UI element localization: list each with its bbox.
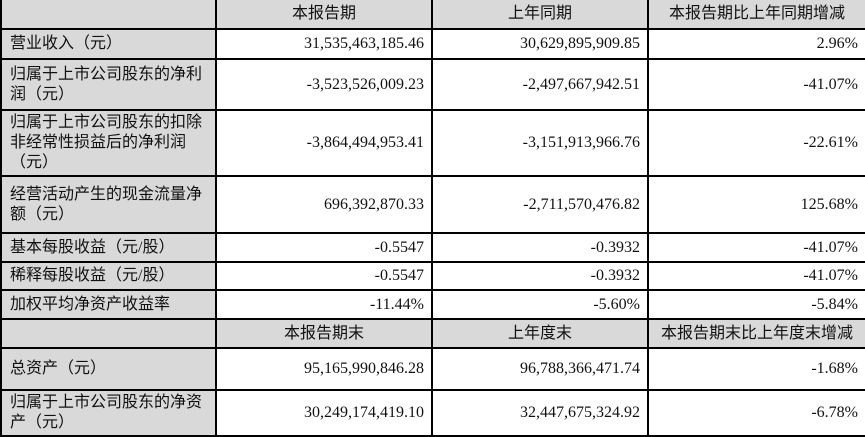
header-blank-cell bbox=[0, 0, 217, 30]
current-period-value: -11.44% bbox=[215, 289, 433, 320]
row-operating-revenue: 营业收入（元） 31,535,463,185.46 30,629,895,909… bbox=[0, 28, 865, 60]
row-label-cell: 总资产（元） bbox=[0, 347, 217, 391]
row-label-cell: 加权平均净资产收益率 bbox=[0, 289, 217, 320]
current-period-value: -3,523,526,009.23 bbox=[215, 58, 433, 111]
change-value: -5.84% bbox=[647, 289, 865, 320]
change-value: 125.68% bbox=[647, 175, 865, 234]
current-period-value: 696,392,870.33 bbox=[215, 175, 433, 234]
prior-period-value: -0.3932 bbox=[431, 232, 649, 263]
header-prior-year-end: 上年度末 bbox=[431, 318, 649, 349]
prior-period-value: 32,447,675,324.92 bbox=[431, 389, 649, 437]
prior-period-value: -2,497,667,942.51 bbox=[431, 58, 649, 111]
period-header-row: 本报告期 上年同期 本报告期比上年同期增减 bbox=[0, 0, 865, 30]
row-label-cell: 经营活动产生的现金流量净额（元） bbox=[0, 175, 217, 234]
row-label-cell: 基本每股收益（元/股） bbox=[0, 232, 217, 263]
change-value: -41.07% bbox=[647, 58, 865, 111]
prior-period-value: -5.60% bbox=[431, 289, 649, 320]
change-value: -22.61% bbox=[647, 109, 865, 177]
current-period-value: 95,165,990,846.28 bbox=[215, 347, 433, 391]
row-operating-cash-flow: 经营活动产生的现金流量净额（元） 696,392,870.33 -2,711,5… bbox=[0, 175, 865, 234]
row-label-cell: 稀释每股收益（元/股） bbox=[0, 261, 217, 291]
prior-period-value: -0.3932 bbox=[431, 261, 649, 291]
current-period-value: -0.5547 bbox=[215, 261, 433, 291]
row-net-profit-excl-nonrecurring: 归属于上市公司股东的扣除非经常性损益后的净利润（元） -3,864,494,95… bbox=[0, 109, 865, 177]
header-current-period-end: 本报告期末 bbox=[215, 318, 433, 349]
prior-period-value: 96,788,366,471.74 bbox=[431, 347, 649, 391]
header-current-period: 本报告期 bbox=[215, 0, 433, 30]
header-period-change: 本报告期比上年同期增减 bbox=[647, 0, 865, 30]
row-label-cell: 营业收入（元） bbox=[0, 28, 217, 60]
change-value: -1.68% bbox=[647, 347, 865, 391]
change-value: -6.78% bbox=[647, 389, 865, 437]
current-period-value: -3,864,494,953.41 bbox=[215, 109, 433, 177]
current-period-value: 30,249,174,419.10 bbox=[215, 389, 433, 437]
change-value: -41.07% bbox=[647, 261, 865, 291]
row-diluted-eps: 稀释每股收益（元/股） -0.5547 -0.3932 -41.07% bbox=[0, 261, 865, 291]
header-period-end-change: 本报告期末比上年度末增减 bbox=[647, 318, 865, 349]
change-value: 2.96% bbox=[647, 28, 865, 60]
prior-period-value: -2,711,570,476.82 bbox=[431, 175, 649, 234]
change-value: -41.07% bbox=[647, 232, 865, 263]
row-label-cell: 归属于上市公司股东的净资产（元） bbox=[0, 389, 217, 437]
row-total-assets: 总资产（元） 95,165,990,846.28 96,788,366,471.… bbox=[0, 347, 865, 391]
row-net-assets-attributable: 归属于上市公司股东的净资产（元） 30,249,174,419.10 32,44… bbox=[0, 389, 865, 437]
period-end-header-row: 本报告期末 上年度末 本报告期末比上年度末增减 bbox=[0, 318, 865, 349]
row-net-profit-attributable: 归属于上市公司股东的净利润（元） -3,523,526,009.23 -2,49… bbox=[0, 58, 865, 111]
header-blank-cell bbox=[0, 318, 217, 349]
header-prior-period: 上年同期 bbox=[431, 0, 649, 30]
row-label-cell: 归属于上市公司股东的净利润（元） bbox=[0, 58, 217, 111]
row-basic-eps: 基本每股收益（元/股） -0.5547 -0.3932 -41.07% bbox=[0, 232, 865, 263]
current-period-value: 31,535,463,185.46 bbox=[215, 28, 433, 60]
current-period-value: -0.5547 bbox=[215, 232, 433, 263]
row-weighted-avg-roe: 加权平均净资产收益率 -11.44% -5.60% -5.84% bbox=[0, 289, 865, 320]
prior-period-value: 30,629,895,909.85 bbox=[431, 28, 649, 60]
row-label-cell: 归属于上市公司股东的扣除非经常性损益后的净利润（元） bbox=[0, 109, 217, 177]
prior-period-value: -3,151,913,966.76 bbox=[431, 109, 649, 177]
